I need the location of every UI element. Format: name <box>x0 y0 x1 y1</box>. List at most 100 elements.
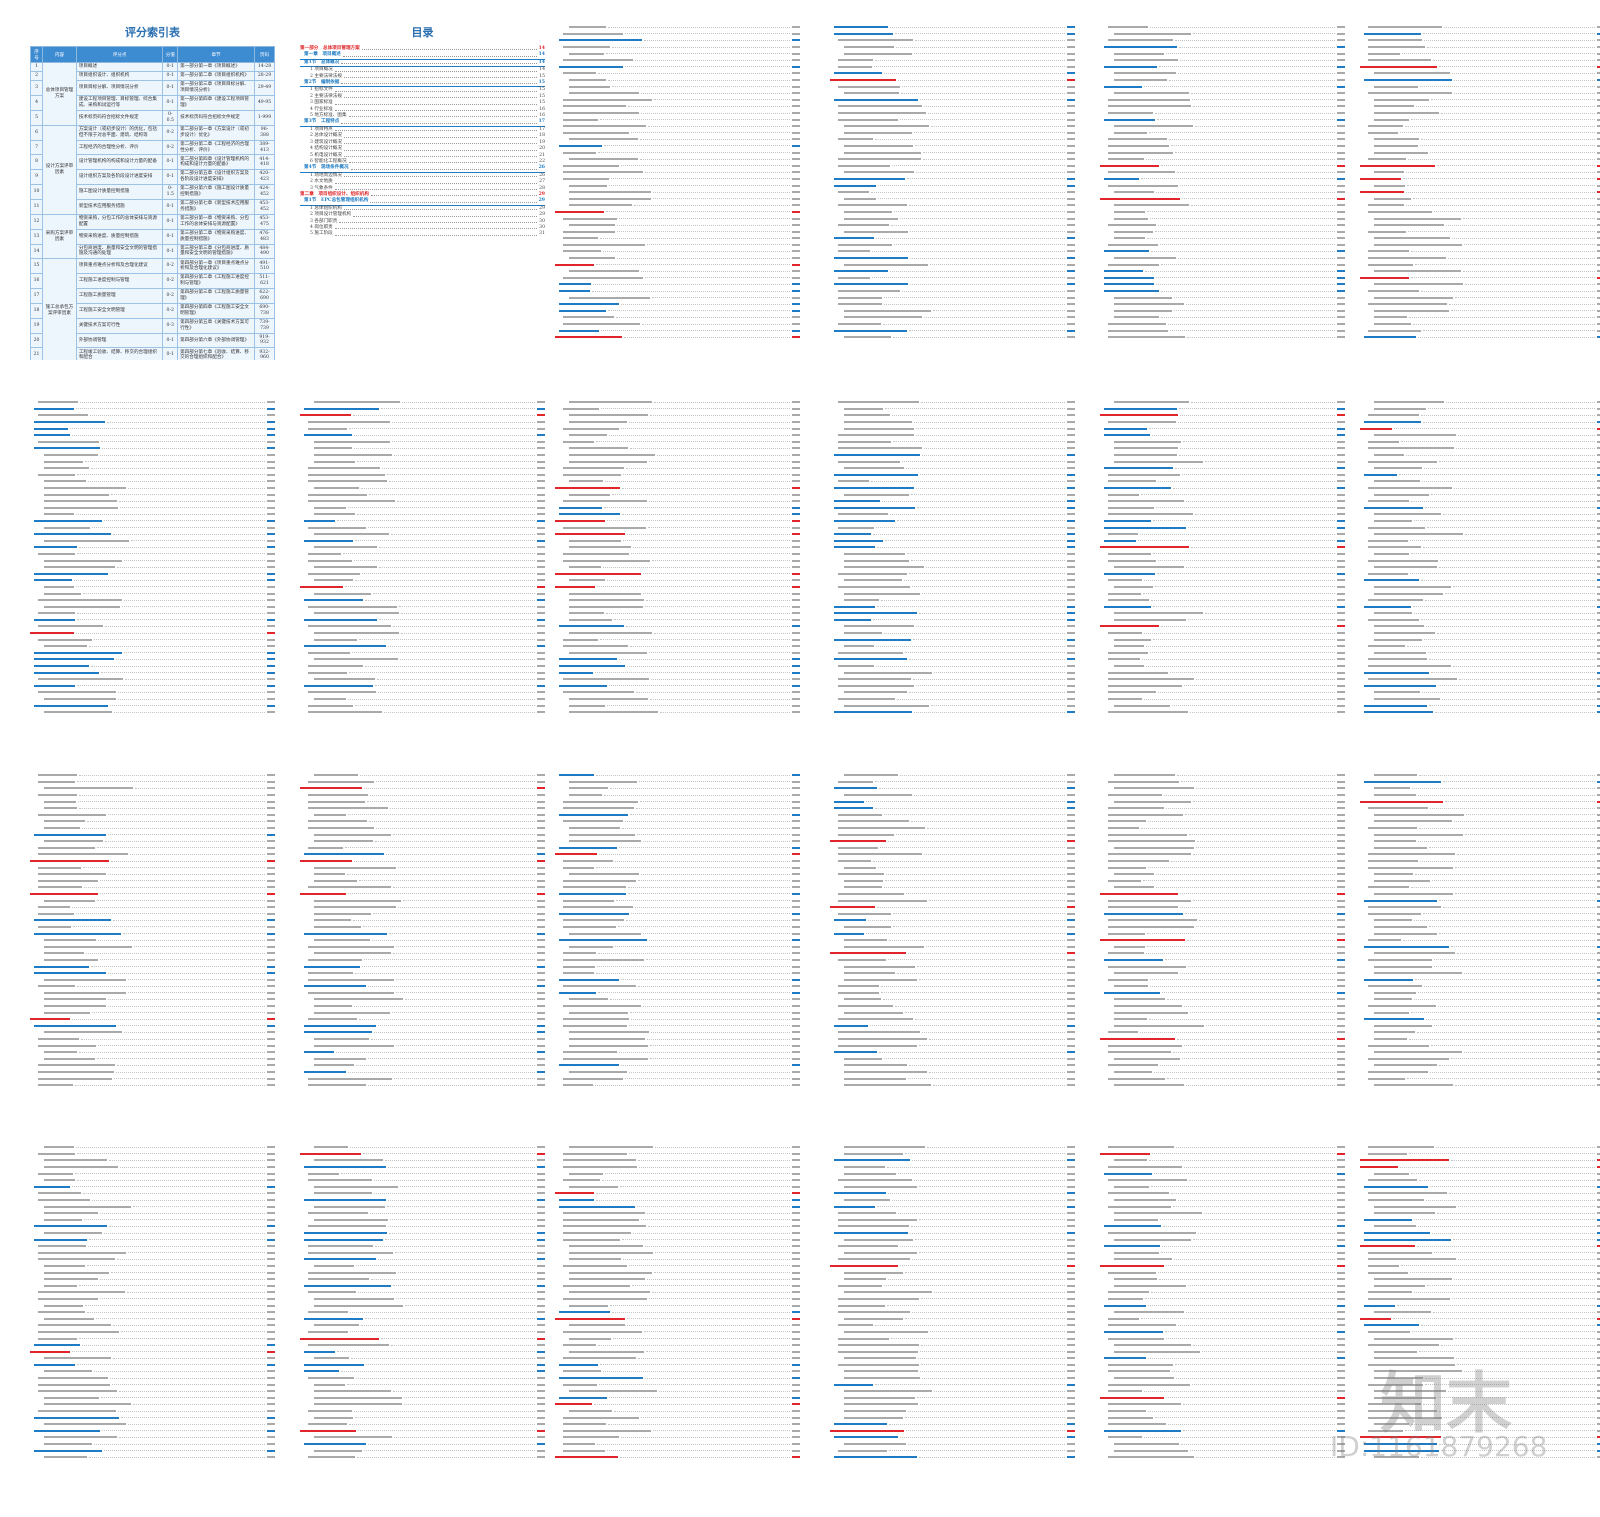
text-bar <box>1108 1423 1166 1426</box>
toc-line <box>30 1421 275 1428</box>
text-bar <box>1374 118 1410 121</box>
toc-line <box>555 1342 800 1349</box>
page-bar <box>792 1251 800 1254</box>
text-bar <box>1108 329 1168 332</box>
leader <box>1154 112 1335 114</box>
text-bar <box>1368 1416 1443 1419</box>
leader <box>126 1291 265 1293</box>
leader <box>911 560 1065 562</box>
page-bar <box>1597 46 1600 49</box>
leader <box>349 428 535 430</box>
toc-line <box>830 1315 1075 1322</box>
toc-line <box>1360 491 1600 498</box>
toc-line <box>555 1144 800 1151</box>
page-bar <box>1067 1212 1075 1215</box>
toc-line <box>1100 505 1345 512</box>
page-bar <box>1597 1390 1600 1393</box>
page-bar <box>792 651 800 654</box>
page-bar <box>1337 237 1345 240</box>
row: 2 项目组织设计、组织机构 0-1 第一部分第二章《项目组织机构》 28-29 <box>30 71 275 82</box>
leader <box>393 454 535 456</box>
text-bar <box>844 1278 886 1281</box>
text-bar <box>563 1232 632 1235</box>
text-bar <box>38 985 76 988</box>
toc-line <box>555 406 800 413</box>
toc-line <box>30 412 275 419</box>
page-bar <box>1597 1324 1600 1327</box>
toc-line <box>30 983 275 990</box>
text-bar <box>1108 1370 1171 1373</box>
leader <box>1140 1318 1335 1320</box>
text-bar <box>838 912 892 915</box>
cell-no: 13 <box>30 228 44 245</box>
text-bar <box>569 414 649 417</box>
text-bar <box>1374 840 1416 843</box>
page-bar <box>1597 1212 1600 1215</box>
toc-line <box>1100 1049 1345 1056</box>
toc-line <box>555 505 800 512</box>
leader <box>373 913 535 915</box>
toc-line <box>30 452 275 459</box>
page-bar <box>267 1057 275 1060</box>
leader <box>89 1456 265 1458</box>
text-bar <box>844 592 920 595</box>
text-bar <box>1108 98 1190 101</box>
page-bar <box>267 1018 275 1021</box>
leader <box>881 985 1065 987</box>
toc-line <box>1100 24 1345 31</box>
page-bar <box>792 414 800 417</box>
text-bar <box>44 480 86 483</box>
leader <box>608 685 790 687</box>
toc-line <box>300 1401 545 1408</box>
page-bar <box>1337 1179 1345 1182</box>
text-bar <box>314 774 359 777</box>
page-bar <box>792 780 800 783</box>
toc-line <box>830 544 1075 551</box>
text-bar <box>1368 1044 1429 1047</box>
text-bar <box>1114 131 1148 134</box>
leader <box>1162 1225 1335 1227</box>
text-bar <box>1368 678 1458 681</box>
toc-line <box>1360 1190 1600 1197</box>
leader <box>922 1031 1065 1033</box>
page-bar <box>537 460 545 463</box>
page-bar <box>792 1436 800 1439</box>
text-bar <box>1368 92 1453 95</box>
text-bar <box>1114 59 1179 62</box>
cell-chapter: 第二部分第七章《新型技术应用服务措施》 <box>177 198 256 215</box>
text-bar <box>308 1179 372 1182</box>
toc-line <box>30 1036 275 1043</box>
leader <box>390 1219 535 1221</box>
toc-line <box>830 610 1075 617</box>
page-bar <box>1337 144 1345 147</box>
leader <box>1454 1084 1595 1086</box>
page-bar <box>267 1205 275 1208</box>
leader <box>900 1436 1065 1438</box>
leader <box>645 606 790 608</box>
text-bar <box>844 1185 918 1188</box>
cell-chapter: 第三部分第二章《物资采购进度、质量控制措施》 <box>177 228 256 245</box>
toc-line <box>30 537 275 544</box>
text-bar <box>1108 493 1140 496</box>
page-bar <box>1337 493 1345 496</box>
text-bar <box>1108 171 1176 174</box>
leader <box>1169 330 1335 332</box>
text-bar <box>314 939 370 942</box>
toc-line <box>30 669 275 676</box>
leader <box>78 774 265 776</box>
text-bar <box>1374 1024 1432 1027</box>
toc-line <box>555 983 800 990</box>
leader <box>396 1298 535 1300</box>
leader <box>372 593 535 595</box>
toc-line <box>1100 838 1345 845</box>
leader <box>355 1377 535 1379</box>
toc-line <box>300 779 545 786</box>
leader <box>1172 487 1335 489</box>
text-bar <box>838 204 908 207</box>
toc-line <box>830 689 1075 696</box>
page-bar <box>1337 138 1345 141</box>
toc-line <box>300 1454 545 1461</box>
leader <box>401 401 535 403</box>
page-bar <box>537 1311 545 1314</box>
page-bar <box>537 919 545 922</box>
